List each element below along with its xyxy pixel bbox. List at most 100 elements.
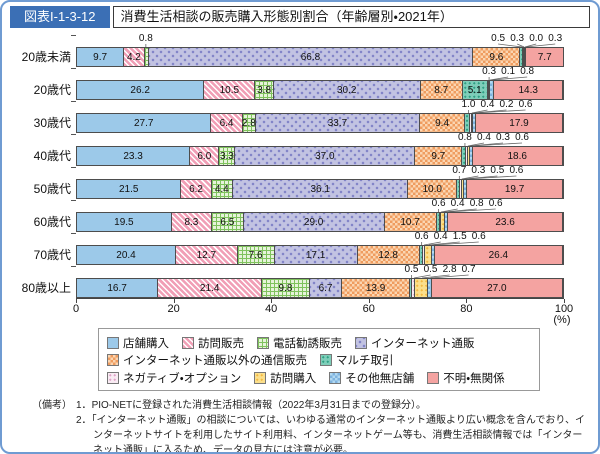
- stacked-bar-row: 23.3 6.0 3.3 37.0 9.7 18.6: [76, 146, 564, 166]
- x-axis-unit: (%): [553, 314, 571, 326]
- bar-plot: 0.7 0.3 0.5 0.6 21.5 6.2 4.4 36.1 10.0 19.7: [71, 165, 564, 199]
- note-item: 1．PIO-NETに登録された消費生活相談情報（2022年3月31日までの登録分…: [76, 398, 586, 413]
- callout-strip: 0.6 0.4 0.8 0.6: [71, 198, 564, 212]
- stacked-bar-row: 21.5 6.2 4.4 36.1 10.0 19.7: [76, 179, 564, 199]
- value-label: 0.6: [518, 99, 533, 110]
- bar-segment: 20.4: [77, 246, 177, 264]
- legend-item: 店舗購入: [107, 335, 169, 351]
- bar-segment: 9.7: [415, 147, 463, 165]
- chart-row: 20歳未満 0.8 0.5 0.3 0.0 0.3 9.7 4.2 66.8 9.6 7.7: [12, 33, 564, 67]
- legend-swatch: [107, 371, 119, 384]
- value-label: 0.0: [529, 33, 544, 44]
- bar-segment: 4.2: [124, 48, 145, 66]
- bar-segment: 21.4: [158, 279, 263, 297]
- value-label: 0.5: [490, 165, 505, 176]
- bar-segment: [470, 114, 473, 132]
- bar-segment: 9.8: [262, 279, 310, 297]
- x-axis-tick: [76, 299, 77, 303]
- bar-segment: [441, 213, 446, 231]
- note-number: 2．: [76, 415, 92, 426]
- bar-segment: 9.4: [419, 114, 466, 132]
- bar-segment: [460, 180, 462, 198]
- bar-segment: 7.7: [526, 48, 563, 66]
- x-axis-tick-label: 20: [167, 303, 180, 315]
- callout-strip: 0.6 0.4 1.5 0.6: [71, 231, 564, 245]
- callout-strip: 0.8 0.5 0.3 0.0 0.3: [71, 33, 564, 47]
- value-label: 0.4: [480, 99, 495, 110]
- value-label: 0.5: [423, 264, 438, 275]
- bar-segment: [445, 213, 449, 231]
- bar-segment: [439, 213, 442, 231]
- bar-segment: 17.9: [476, 114, 563, 132]
- note-item: 2．「インターネット通販」の相談については、いわゆる通常のインターネット通販より…: [76, 413, 586, 454]
- value-label: 0.8: [138, 33, 153, 44]
- chart-row: 60歳代 0.6 0.4 0.8 0.6 19.5 8.3 6.5 29.0 10.7 23.6: [12, 198, 564, 232]
- bar-segment: 8.7: [420, 81, 463, 99]
- value-label: 0.8: [520, 66, 535, 77]
- bar-segment: [462, 147, 467, 165]
- legend-item: インターネット通販以外の通信販売: [107, 352, 307, 368]
- value-label: 0.5: [404, 264, 419, 275]
- bar-plot: 0.5 0.5 2.8 0.7 16.7 21.4 9.8 6.7 13.9 27.0: [71, 264, 564, 298]
- bar-segment: 29.0: [243, 213, 385, 231]
- bar-segment: 12.7: [176, 246, 238, 264]
- callout-strip: 0.7 0.3 0.5 0.6: [71, 165, 564, 179]
- bar-segment: [465, 114, 471, 132]
- legend-label: 不明・無関係: [443, 372, 505, 385]
- value-label: 0.7: [461, 264, 476, 275]
- value-label: 1.0: [461, 99, 476, 110]
- value-label: 1.5: [452, 231, 467, 242]
- note-text: 「インターネット通販」の相談については、いわゆる通常のインターネット通販より広い…: [91, 415, 585, 454]
- bar-segment: [473, 114, 477, 132]
- legend-item: その他無店舗: [329, 370, 414, 386]
- notes: （備考） 1．PIO-NETに登録された消費生活相談情報（2022年3月31日ま…: [32, 398, 586, 454]
- bar-segment: 33.7: [256, 114, 420, 132]
- bar-segment: 9.6: [473, 48, 521, 66]
- legend-swatch: [329, 371, 342, 384]
- bar-segment: 26.4: [434, 246, 563, 264]
- chart-row: 30歳代 1.0 0.4 0.2 0.6 27.7 6.4 2.8 33.7 9.4 17.9: [12, 99, 564, 133]
- x-axis-tick: [564, 299, 565, 303]
- bar-segment: 23.3: [77, 147, 191, 165]
- category-label: 40歳代: [33, 149, 71, 163]
- legend-row: ネガティブ・オプション 訪問購入 その他無店舗 不明・無関係: [107, 370, 531, 386]
- leader-lines: [76, 34, 564, 47]
- bar-segment: 19.7: [467, 180, 563, 198]
- figure-number-badge: 図表I-1-3-12: [10, 6, 110, 28]
- chart-rows: 20歳未満 0.8 0.5 0.3 0.0 0.3 9.7 4.2 66.8 9.6 7.7 20歳代…: [12, 33, 564, 298]
- bar-plot: 0.6 0.4 0.8 0.6 19.5 8.3 6.5 29.0 10.7 23.6: [71, 198, 564, 232]
- stacked-bar-row: 16.7 21.4 9.8 6.7 13.9 27.0: [76, 278, 564, 298]
- value-label: 0.4: [450, 198, 465, 209]
- legend-item: 電話勧誘販売: [257, 335, 342, 351]
- value-label: 0.6: [488, 198, 503, 209]
- x-axis: (%) 0 20 40 60 80 100: [73, 298, 573, 326]
- legend-label: 店舗購入: [123, 337, 169, 350]
- bar-segment: 5.1: [462, 81, 488, 99]
- bar-segment: [472, 114, 474, 132]
- bar-segment: 23.6: [448, 213, 563, 231]
- figure-header: 図表I-1-3-12 消費生活相談の販売購入形態別割合（年齢層別・2021年）: [10, 6, 590, 28]
- notes-body: 1．PIO-NETに登録された消費生活相談情報（2022年3月31日までの登録分…: [76, 398, 586, 454]
- legend-item: ネガティブ・オプション: [107, 370, 241, 386]
- category-label: 70歳代: [33, 248, 71, 262]
- bar-segment: [436, 213, 440, 231]
- legend-swatch: [254, 371, 267, 384]
- bar-segment: 2.8: [242, 114, 257, 132]
- note-number: 1．: [76, 400, 92, 411]
- bar-segment: [457, 180, 461, 198]
- callout-strip: 0.3 0.1 0.8: [71, 66, 564, 80]
- bar-segment: [522, 48, 525, 66]
- legend-label: インターネット通販: [371, 337, 475, 350]
- bar-segment: 4.4: [211, 180, 233, 198]
- bar-segment: [489, 81, 491, 99]
- x-axis-tick-label: 80: [460, 303, 473, 315]
- value-label: 0.7: [452, 165, 467, 176]
- bar-segment: 8.3: [171, 213, 213, 231]
- category-label: 20歳未満: [21, 50, 71, 64]
- bar-segment: [412, 279, 415, 297]
- legend-item: 訪問購入: [254, 370, 316, 386]
- bar-segment: 17.1: [274, 246, 358, 264]
- notes-label: （備考）: [32, 400, 72, 411]
- legend-swatch: [107, 354, 119, 366]
- bar-segment: [424, 246, 432, 264]
